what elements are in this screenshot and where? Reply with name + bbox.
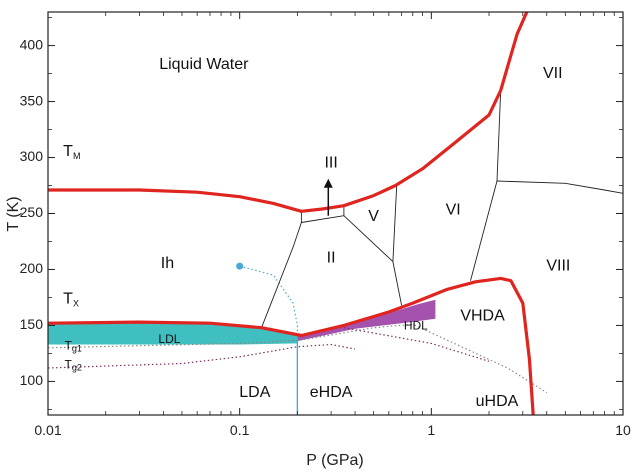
band-label-ldl: LDL: [158, 332, 180, 346]
phase-boundary-vi-vii: [496, 90, 502, 182]
band-label-hdl: HDL: [404, 319, 428, 333]
phase-boundary-vii-viii: [496, 180, 623, 194]
y-tick-label: 200: [20, 260, 44, 276]
y-tick-label: 300: [20, 148, 44, 164]
hdl-band: [297, 299, 436, 342]
temp-label-tg2: Tg2: [65, 358, 82, 373]
phase-boundary-ii-iii-top: [301, 215, 344, 223]
region-label-ice-vi: VI: [446, 201, 461, 218]
axes: 0.01 0.1 1 10 100 150 200 250 300 350 400: [20, 12, 631, 438]
region-label-ice-v: V: [368, 208, 379, 225]
temp-label-tg1: Tg1: [65, 339, 82, 354]
phase-boundary-vi-viii: [470, 180, 498, 281]
y-tick-label: 350: [20, 92, 44, 108]
y-tick-label: 400: [20, 36, 44, 52]
region-label-ice-viii: VIII: [546, 257, 570, 274]
x-tick-label: 0.1: [230, 422, 250, 438]
melting-line-ldl-upper: [48, 320, 303, 338]
ldl-band: [48, 322, 298, 345]
dotted-line-tx-blue: [239, 265, 298, 339]
region-label-ehda: eHDA: [310, 384, 353, 401]
phase-boundary-ih-ii: [261, 222, 302, 328]
region-label-vhda: VHDA: [460, 308, 505, 325]
x-tick-label: 0.01: [34, 422, 61, 438]
melting-line-ih-liquid: [48, 188, 303, 213]
temp-label-tx: TX: [63, 291, 79, 309]
dotted-line-tg2-purple: [48, 343, 356, 369]
temp-label-tm: TM: [63, 143, 80, 161]
x-tick-label: 10: [615, 422, 631, 438]
phase-boundary-v-vi: [392, 185, 398, 262]
region-label-ice-vii: VII: [543, 65, 563, 82]
region-label-ice-ih: Ih: [161, 255, 174, 272]
y-tick-label: 100: [20, 372, 44, 388]
region-label-ice-iii: III: [324, 154, 337, 171]
plot-area: [48, 12, 623, 415]
tx-point: [236, 262, 244, 270]
region-label-lda: LDA: [239, 384, 270, 401]
x-axis-label: P (GPa): [306, 452, 364, 469]
region-label-uhda: uHDA: [476, 393, 519, 410]
y-tick-label: 150: [20, 316, 44, 332]
melting-line-hdl-vhda-upper: [299, 276, 535, 415]
phase-boundary-ii-v: [343, 215, 394, 262]
y-tick-label: 250: [20, 204, 44, 220]
x-tick-label: 1: [427, 422, 435, 438]
melting-line-iii-v-vi-vii-liquid: [299, 12, 529, 213]
region-label-ice-ii: II: [327, 249, 336, 266]
region-label-liquid-water: Liquid Water: [159, 56, 249, 73]
plot-frame: [47, 11, 624, 416]
dotted-line-tg2-purple-right: [343, 327, 490, 362]
y-axis-label: T (K): [5, 196, 22, 231]
phase-boundary-ii-vi: [392, 261, 403, 306]
